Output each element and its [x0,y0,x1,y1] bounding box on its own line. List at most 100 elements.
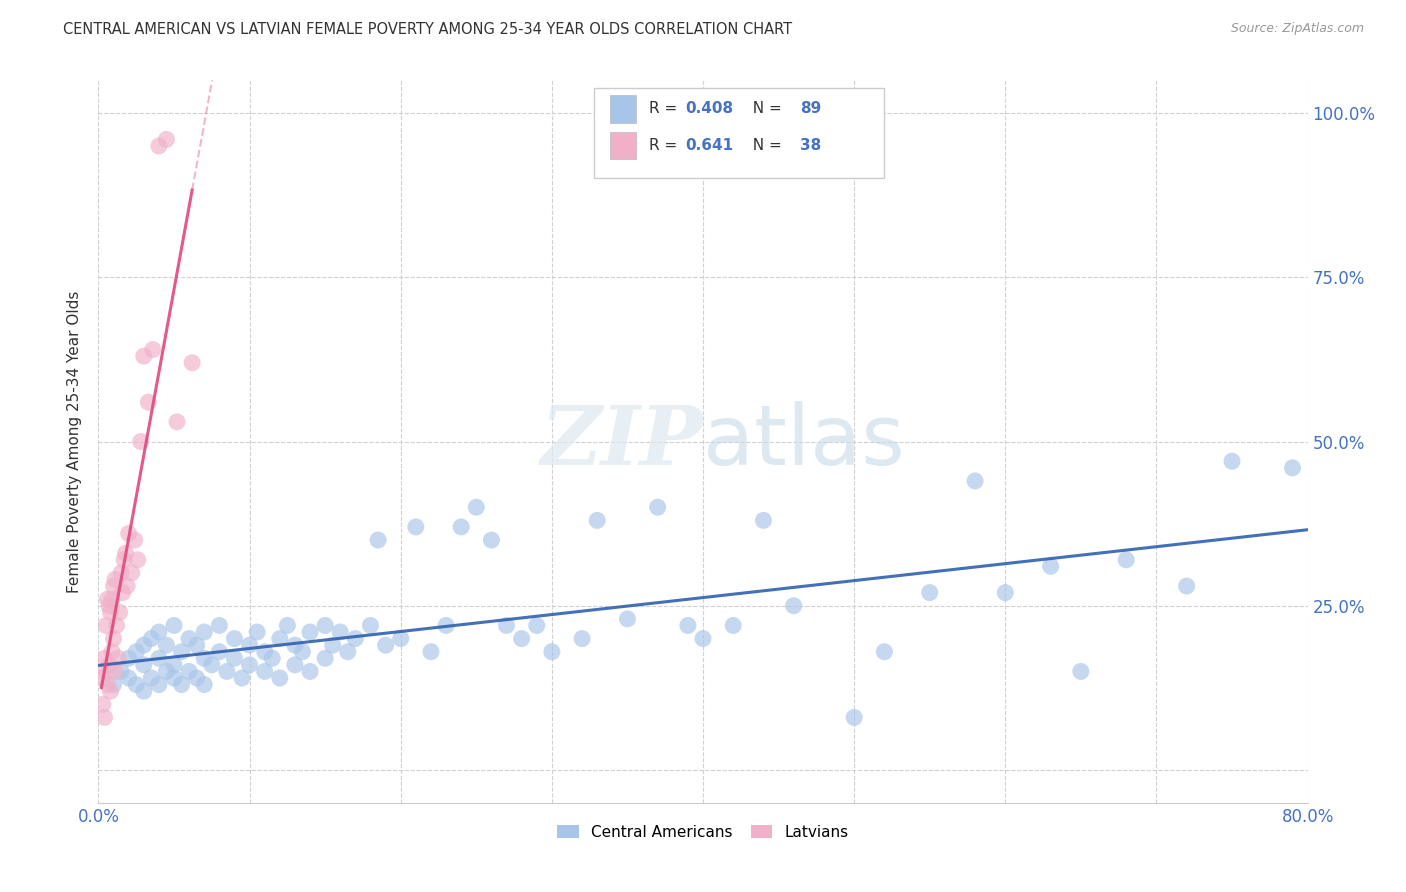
Text: Source: ZipAtlas.com: Source: ZipAtlas.com [1230,22,1364,36]
Point [127,553,149,567]
Point [103,579,125,593]
Point [125,645,148,659]
Point [132,657,155,672]
Point [873,645,896,659]
Text: N =: N = [742,102,786,117]
Point [253,665,276,679]
Point [96,677,118,691]
Point [163,671,186,685]
Point [121,566,143,580]
Point [129,434,152,449]
Point [193,651,215,665]
Point [104,573,127,587]
Point [112,553,135,567]
Point [118,671,141,685]
Point [246,625,269,640]
Point [141,632,163,646]
Point [291,645,314,659]
Point [269,671,291,685]
Point [676,618,699,632]
Point [110,566,132,580]
Text: 38: 38 [800,138,821,153]
Text: N =: N = [742,138,786,153]
Point [918,585,941,599]
Point [262,651,284,665]
Point [193,625,215,640]
Point [110,665,132,679]
Point [540,645,562,659]
Point [723,618,745,632]
Point [284,657,307,672]
Point [224,632,246,646]
Point [692,632,714,646]
Point [276,618,298,632]
Text: ZIP: ZIP [540,401,703,482]
Point [586,513,609,527]
Point [314,651,336,665]
Point [101,645,124,659]
Point [93,651,115,665]
Point [163,657,186,672]
Point [1039,559,1062,574]
Point [208,618,231,632]
Point [98,657,121,672]
Point [450,520,472,534]
Point [132,684,155,698]
Point [208,645,231,659]
Text: CENTRAL AMERICAN VS LATVIAN FEMALE POVERTY AMONG 25-34 YEAR OLDS CORRELATION CHA: CENTRAL AMERICAN VS LATVIAN FEMALE POVER… [63,22,793,37]
Point [155,638,177,652]
Point [1070,665,1092,679]
Text: R =: R = [648,102,682,117]
Point [105,618,128,632]
Point [1220,454,1243,468]
Legend: Central Americans, Latvians: Central Americans, Latvians [551,819,855,846]
Text: atlas: atlas [703,401,904,482]
Point [179,665,201,679]
Point [367,533,389,547]
Point [201,657,224,672]
Point [215,665,238,679]
Point [186,671,208,685]
Text: R =: R = [648,138,682,153]
Point [155,665,177,679]
Point [107,651,129,665]
Point [616,612,638,626]
Point [118,651,141,665]
Point [329,625,352,640]
Point [100,684,122,698]
Point [103,632,125,646]
Point [284,638,307,652]
Point [136,395,159,409]
Point [299,665,322,679]
Point [104,665,127,679]
Point [166,415,188,429]
Point [115,579,138,593]
Point [994,585,1017,599]
Point [193,677,215,691]
Point [96,592,118,607]
Point [148,677,170,691]
Point [132,349,155,363]
Text: 0.408: 0.408 [685,102,733,117]
Y-axis label: Female Poverty Among 25-34 Year Olds: Female Poverty Among 25-34 Year Olds [67,291,83,592]
Point [239,657,262,672]
Point [253,645,276,659]
Point [181,356,204,370]
Point [405,520,427,534]
Point [132,638,155,652]
Point [170,677,193,691]
Point [155,132,177,146]
Point [108,605,131,619]
Point [179,632,201,646]
Point [94,665,117,679]
Point [100,605,122,619]
Point [510,632,533,646]
FancyBboxPatch shape [610,132,637,160]
Point [163,618,186,632]
Point [103,677,125,691]
Point [93,710,115,724]
Point [231,671,253,685]
Point [118,526,141,541]
Point [314,618,336,632]
Point [647,500,669,515]
